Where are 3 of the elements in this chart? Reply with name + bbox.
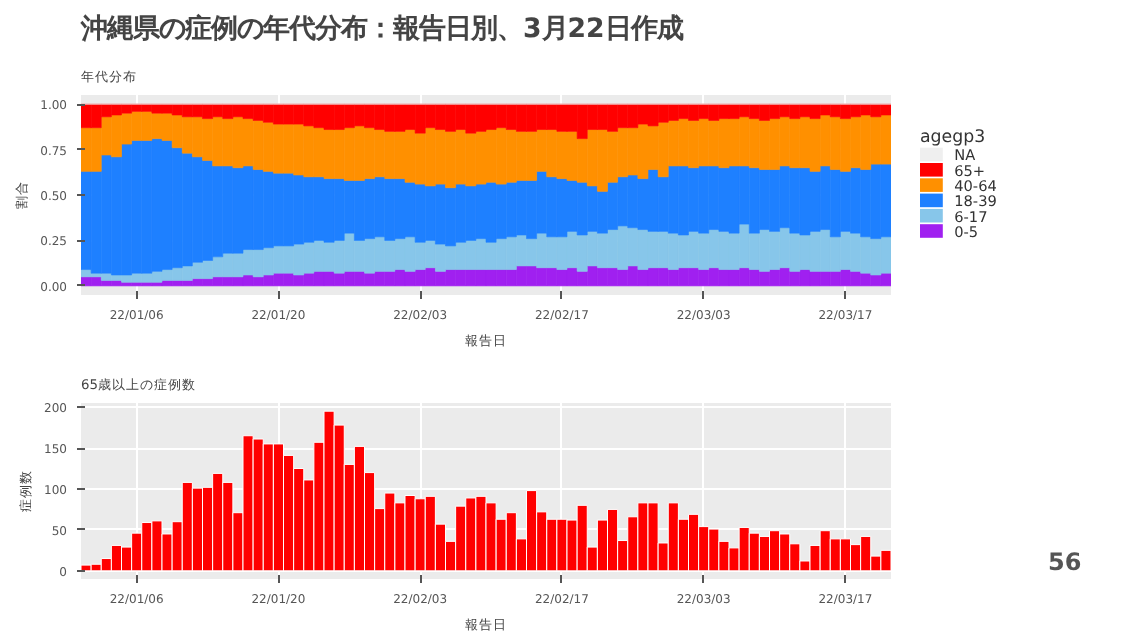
chart-title: 沖縄県の症例の年代分布：報告日別、3月22日作成 — [79, 13, 683, 45]
legend-title: agegp3 — [920, 127, 986, 148]
text: 56 — [1048, 548, 1082, 577]
